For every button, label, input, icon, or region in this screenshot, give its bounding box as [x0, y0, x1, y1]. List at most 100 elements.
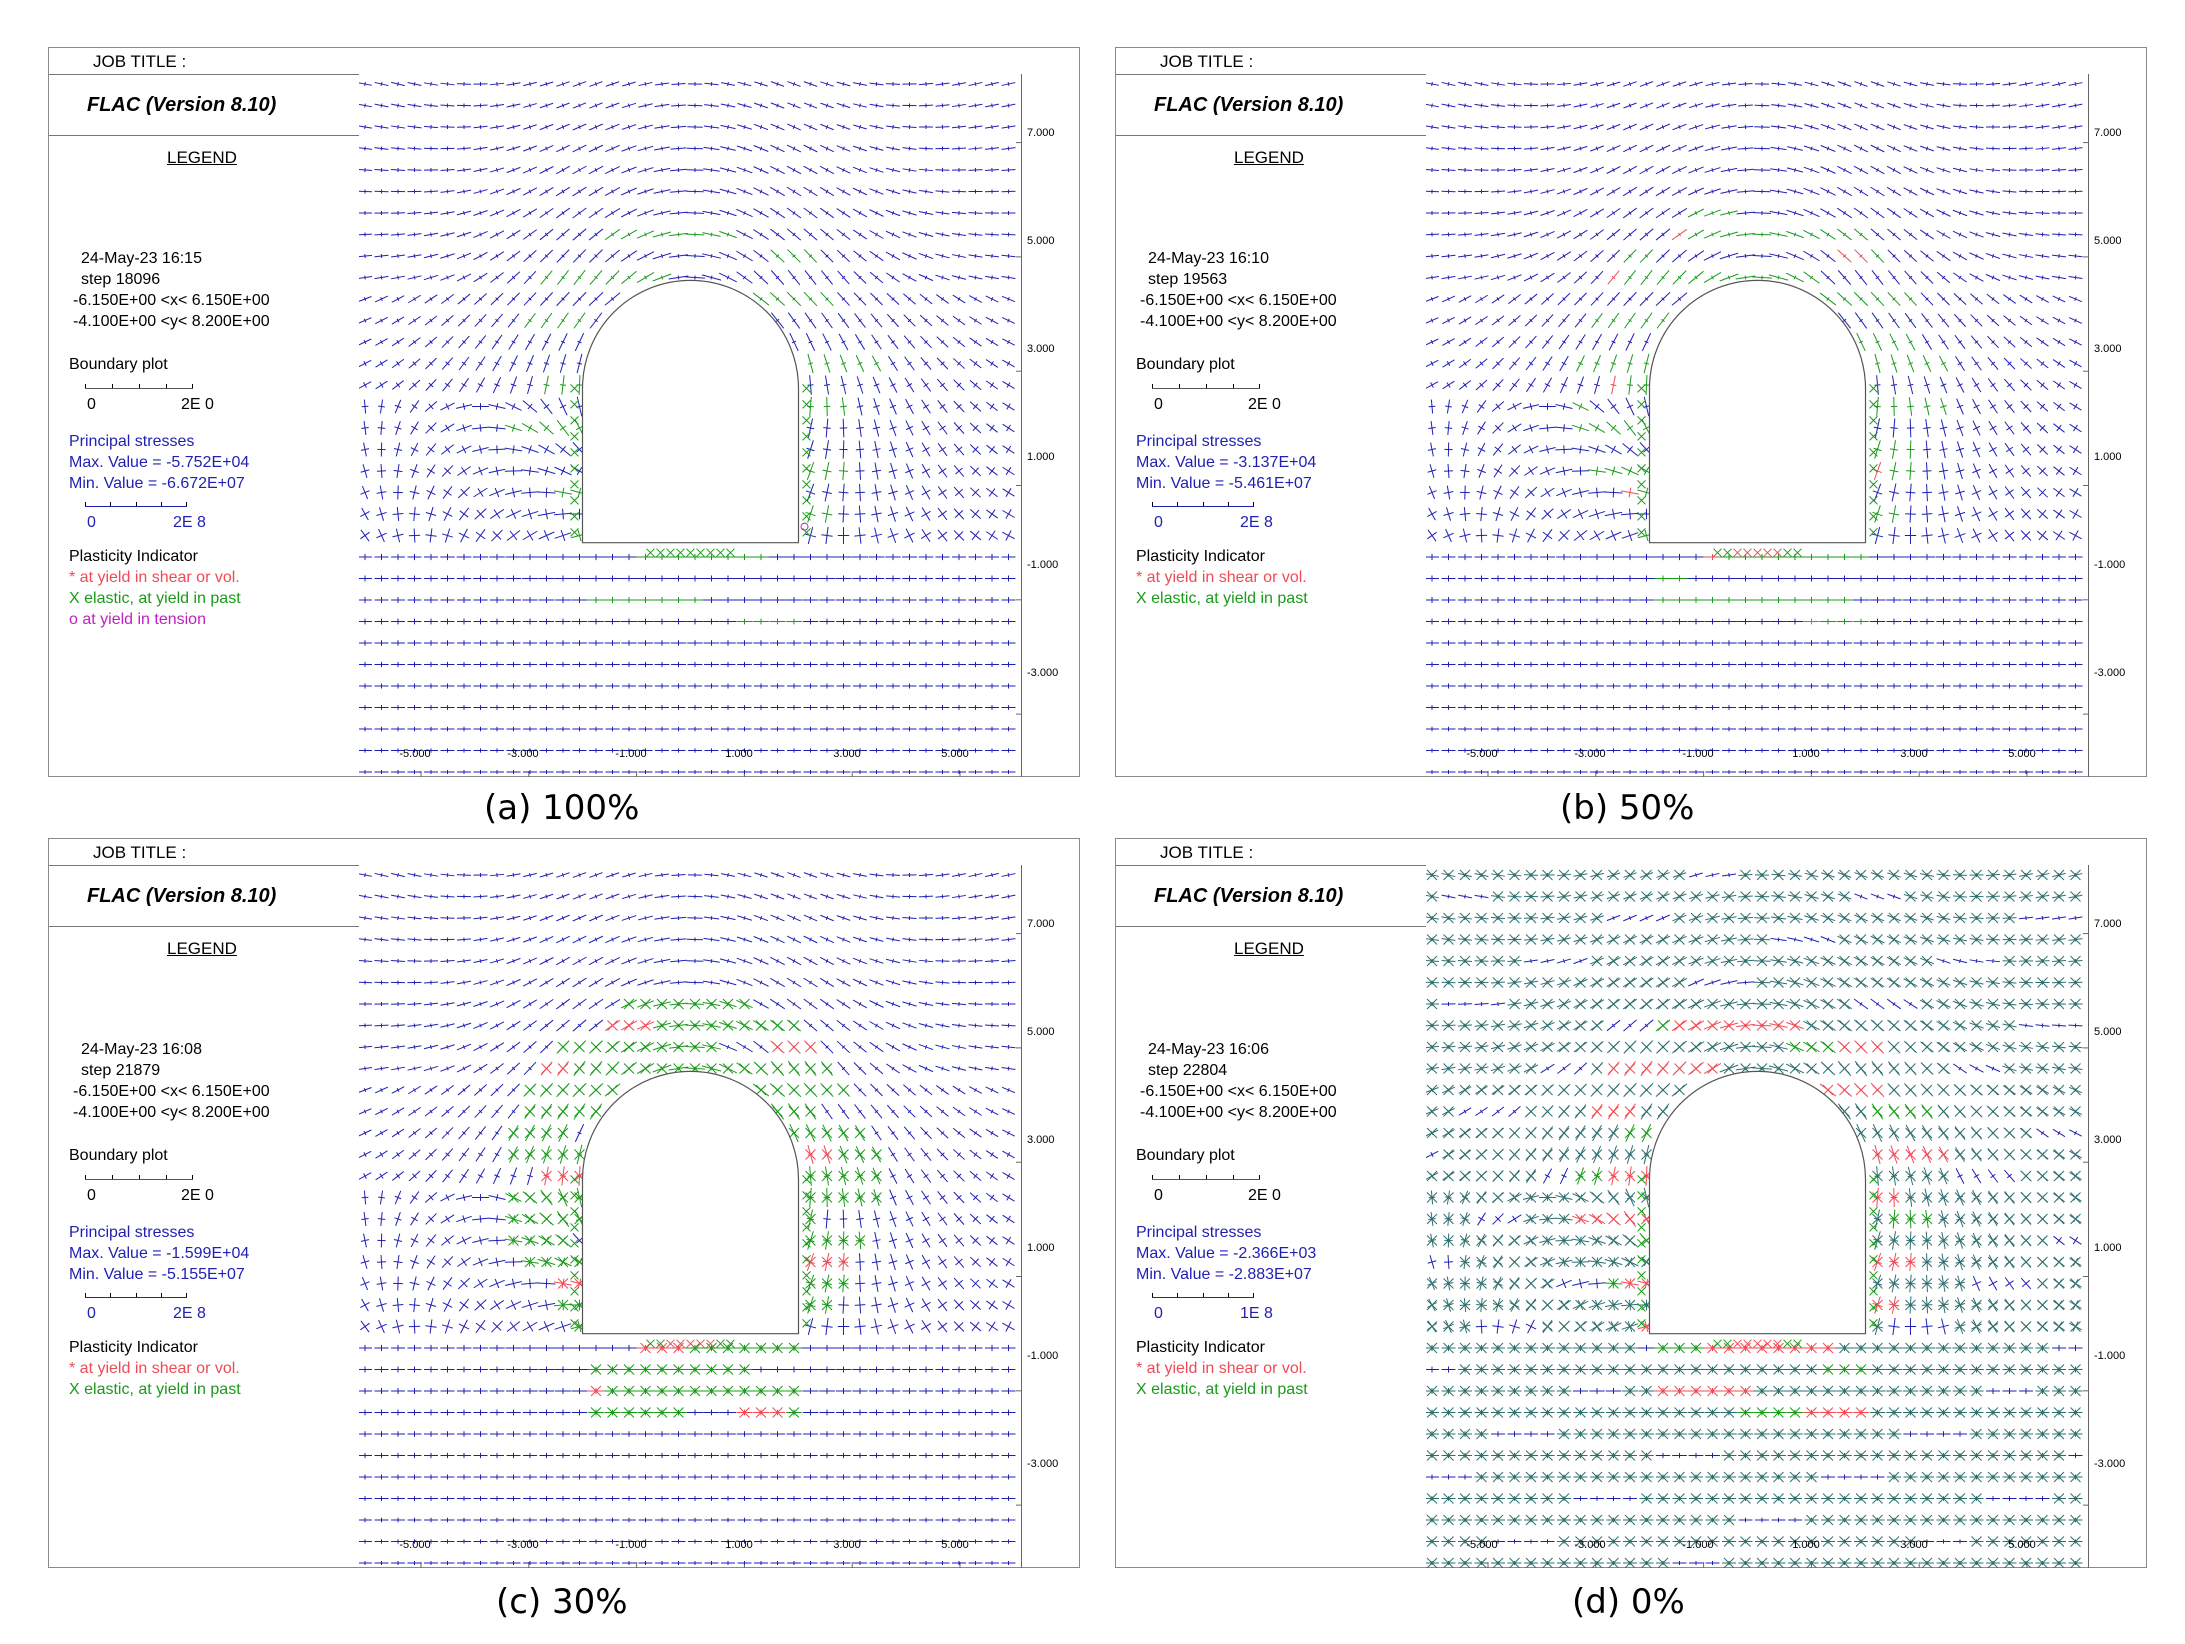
- stress-mark: [1644, 297, 1649, 301]
- stress-mark: [560, 445, 566, 454]
- stress-mark: [791, 340, 797, 344]
- stress-mark: [825, 167, 829, 173]
- stress-mark: [1610, 404, 1617, 409]
- stress-mark: [2024, 297, 2028, 301]
- stress-mark: [1875, 232, 1880, 237]
- stress-mark: [462, 424, 466, 432]
- stress-mark: [1677, 275, 1682, 280]
- stress-mark: [1826, 254, 1830, 258]
- stress-mark: [821, 512, 833, 516]
- stress-mark: [511, 275, 516, 280]
- stress-mark: [1925, 189, 1929, 194]
- stress-mark: [1975, 253, 1978, 259]
- stress-mark: [710, 210, 713, 216]
- stress-mark: [1859, 189, 1863, 194]
- stress-mark: [1728, 146, 1730, 151]
- y-tick-3: 3.000: [1027, 343, 1055, 355]
- stress-mark: [1545, 318, 1550, 323]
- stress-mark: [445, 361, 450, 366]
- stress-mark: [1842, 211, 1847, 215]
- stress-mark: [874, 275, 879, 280]
- stress-mark: [627, 103, 631, 108]
- stress-mark: [1492, 534, 1504, 537]
- stress-mark: [792, 232, 796, 237]
- stress-mark: [841, 340, 846, 344]
- stress-mark: [805, 490, 816, 495]
- stress-mark: [1958, 318, 1962, 323]
- x-range: -6.150E+00 <x< 6.150E+00: [73, 292, 270, 309]
- yield-mark: [1869, 527, 1878, 537]
- stress-mark: [1694, 124, 1698, 130]
- stress-mark: [924, 253, 928, 259]
- stress-mark: [577, 232, 582, 237]
- stress-mark: [825, 211, 829, 215]
- stress-mark: [1711, 124, 1714, 130]
- stress-mark: [792, 211, 796, 215]
- stress-mark: [394, 426, 402, 430]
- stress-mark: [1711, 253, 1714, 259]
- stress-mark: [545, 124, 548, 130]
- stress-mark: [413, 103, 416, 108]
- stress-mark: [1925, 211, 1929, 215]
- stress-mark: [376, 532, 387, 539]
- stress-mark: [988, 467, 996, 475]
- stress-mark: [743, 189, 746, 194]
- stress-mark: [1578, 487, 1583, 498]
- stress-mark: [2072, 445, 2079, 454]
- stress-mark: [1923, 405, 1931, 408]
- stress-mark: [1777, 167, 1780, 173]
- stress-mark: [578, 146, 581, 151]
- stress-mark: [363, 339, 367, 345]
- stress-mark: [858, 254, 862, 258]
- stress-mark: [925, 210, 927, 216]
- stress-mark: [578, 189, 581, 194]
- stress-mark: [1872, 511, 1883, 517]
- plasticity-markers: [570, 383, 811, 558]
- stress-mark: [1991, 253, 1995, 259]
- stress-mark: [2041, 297, 2044, 301]
- stress-mark: [1727, 275, 1731, 280]
- stress-plot-canvas: [1426, 74, 2089, 777]
- stress-plot: [359, 74, 1022, 777]
- stress-mark: [1794, 124, 1796, 130]
- stress-mark: [1974, 340, 1979, 344]
- yield-mark: [1869, 415, 1878, 425]
- plasticity-indicator-label: Plasticity Indicator: [1136, 548, 1265, 565]
- stress-mark: [512, 445, 515, 454]
- x-tick-1: 1.000: [725, 748, 753, 760]
- stress-mark: [1508, 533, 1521, 538]
- y-tick-neg3: -3.000: [2094, 667, 2126, 679]
- stress-mark: [1005, 466, 1012, 476]
- stress-mark: [2041, 124, 2044, 130]
- stress-mark: [906, 404, 913, 409]
- stress-mark: [412, 382, 417, 388]
- stress-mark: [808, 211, 813, 215]
- stress-mark: [394, 404, 402, 409]
- stress-mark: [1576, 530, 1585, 541]
- stress-mark: [1512, 318, 1517, 323]
- caption-a: (a) 100%: [484, 788, 640, 828]
- stress-mark: [1480, 297, 1483, 301]
- stress-mark: [1958, 275, 1962, 280]
- stress-mark: [2023, 403, 2029, 410]
- stress-mark: [974, 275, 977, 280]
- stress-mark: [1644, 340, 1649, 344]
- stress-mark: [1007, 318, 1010, 323]
- stress-mark: [922, 404, 930, 409]
- stress-mark: [1595, 146, 1599, 151]
- yield-mark: [646, 548, 655, 558]
- stress-mark: [559, 425, 567, 431]
- stress-mark: [1446, 361, 1451, 366]
- boundary-plot-label: Boundary plot: [69, 1147, 168, 1164]
- stress-mark: [875, 189, 878, 194]
- principal-stresses-label: Principal stresses: [69, 433, 195, 450]
- stress-mark: [972, 446, 979, 453]
- stress-mark: [1513, 232, 1516, 237]
- stress-mark: [1546, 210, 1549, 216]
- stress-mark: [807, 362, 814, 365]
- stress-mark: [510, 383, 517, 387]
- plasticity-markers: [1637, 383, 1878, 558]
- stress-mark: [411, 404, 418, 409]
- stress-mark: [1644, 275, 1649, 280]
- stress-mark: [726, 189, 730, 194]
